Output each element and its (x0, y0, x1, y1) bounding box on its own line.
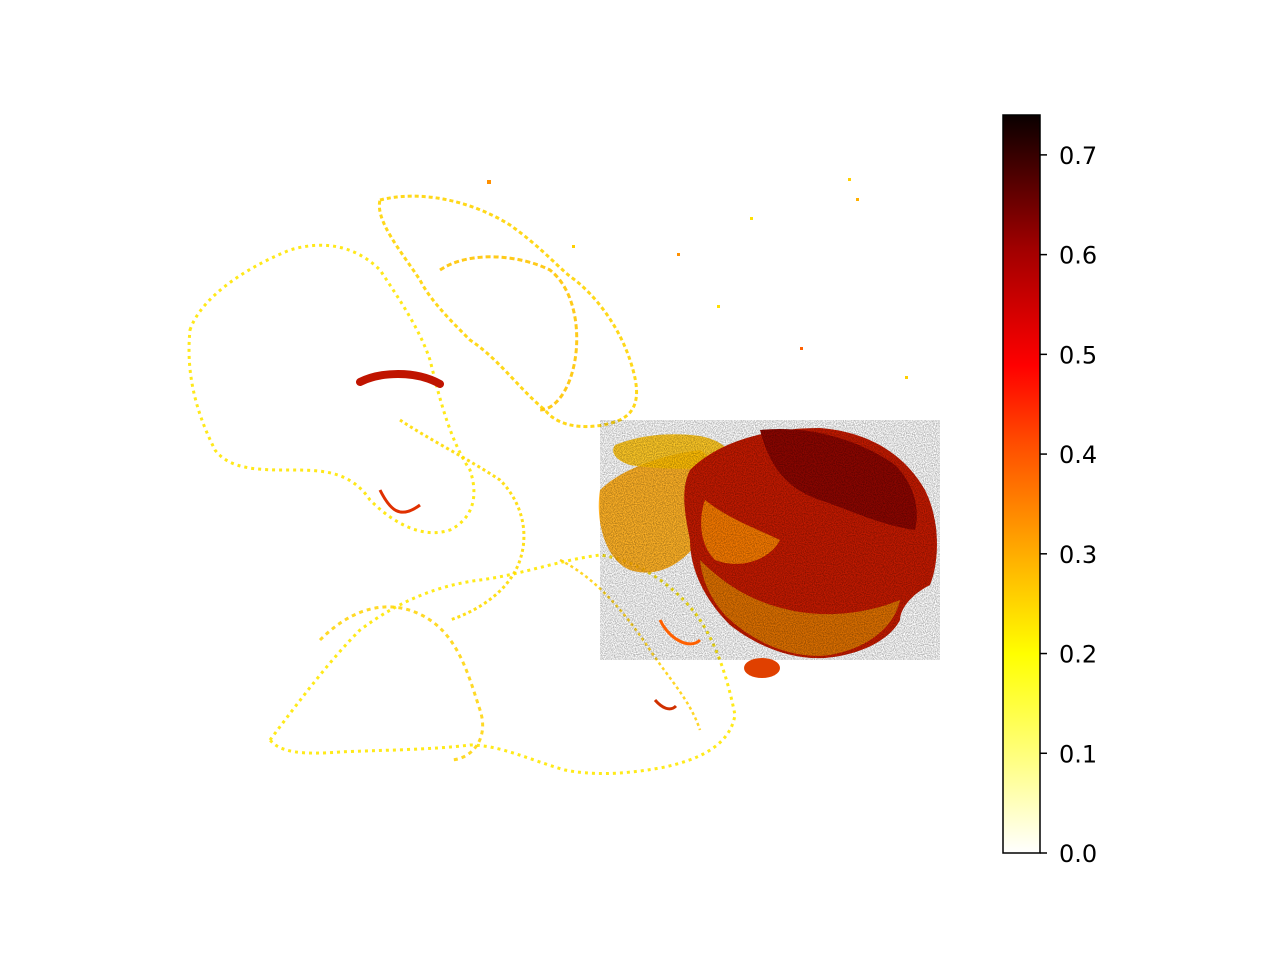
colorbar-tick-label: 0.2 (1059, 641, 1097, 669)
colorbar-tick-label: 0.7 (1059, 142, 1097, 170)
colorbar-tick-label: 0.0 (1059, 840, 1097, 868)
colorbar-tick-label: 0.6 (1059, 242, 1097, 270)
colorbar-tick-label: 0.3 (1059, 541, 1097, 569)
colorbar-tick-label: 0.4 (1059, 441, 1097, 469)
colorbar: 0.0 0.1 0.2 0.3 0.4 0.5 0.6 0.7 (1002, 114, 1097, 868)
tissue-outline-upper-lobe (377, 194, 639, 429)
colorbar-gradient (1002, 114, 1041, 854)
colorbar-ticks: 0.0 0.1 0.2 0.3 0.4 0.5 0.6 0.7 (1040, 142, 1097, 868)
heatmap-image (187, 178, 940, 775)
colorbar-tick-label: 0.5 (1059, 341, 1097, 369)
colorbar-tick-label: 0.1 (1059, 740, 1097, 768)
tissue-outline-left-lobe (187, 243, 476, 535)
streak-left (356, 370, 444, 388)
small-blob (744, 658, 780, 678)
